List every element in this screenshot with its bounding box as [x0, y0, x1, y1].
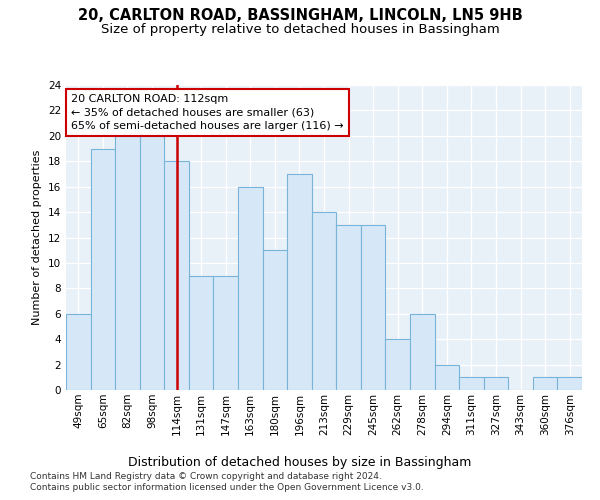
Bar [533, 378, 557, 390]
Bar [312, 212, 336, 390]
Bar [214, 276, 238, 390]
Text: 20, CARLTON ROAD, BASSINGHAM, LINCOLN, LN5 9HB: 20, CARLTON ROAD, BASSINGHAM, LINCOLN, L… [77, 8, 523, 22]
Text: Size of property relative to detached houses in Bassingham: Size of property relative to detached ho… [101, 22, 499, 36]
Bar [484, 378, 508, 390]
Bar [336, 225, 361, 390]
Bar [189, 276, 214, 390]
Bar [91, 148, 115, 390]
Bar [557, 378, 582, 390]
Bar [385, 339, 410, 390]
Bar [164, 161, 189, 390]
Text: Distribution of detached houses by size in Bassingham: Distribution of detached houses by size … [128, 456, 472, 469]
Bar [140, 136, 164, 390]
Bar [434, 364, 459, 390]
Bar [263, 250, 287, 390]
Text: Contains public sector information licensed under the Open Government Licence v3: Contains public sector information licen… [30, 484, 424, 492]
Bar [66, 314, 91, 390]
Bar [115, 136, 140, 390]
Bar [410, 314, 434, 390]
Y-axis label: Number of detached properties: Number of detached properties [32, 150, 43, 325]
Text: Contains HM Land Registry data © Crown copyright and database right 2024.: Contains HM Land Registry data © Crown c… [30, 472, 382, 481]
Text: 20 CARLTON ROAD: 112sqm
← 35% of detached houses are smaller (63)
65% of semi-de: 20 CARLTON ROAD: 112sqm ← 35% of detache… [71, 94, 344, 130]
Bar [459, 378, 484, 390]
Bar [238, 186, 263, 390]
Bar [287, 174, 312, 390]
Bar [361, 225, 385, 390]
